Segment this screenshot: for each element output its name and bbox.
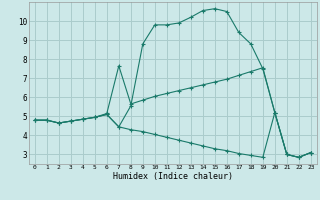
X-axis label: Humidex (Indice chaleur): Humidex (Indice chaleur)	[113, 172, 233, 181]
